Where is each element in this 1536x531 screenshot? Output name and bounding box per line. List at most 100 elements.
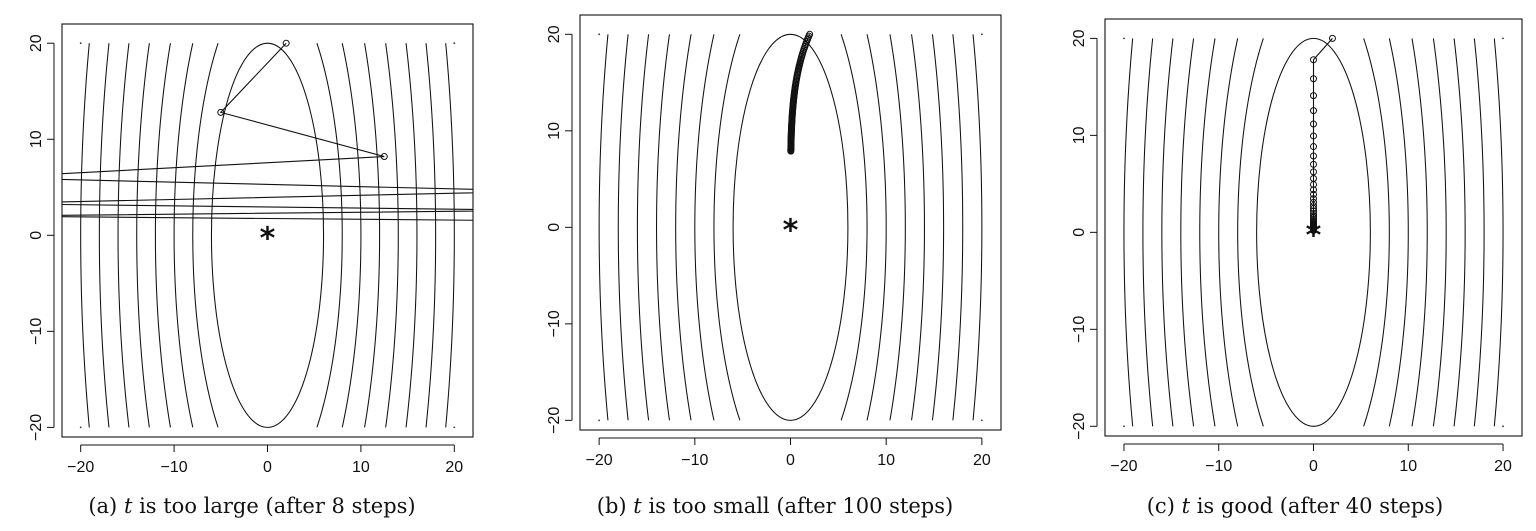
caption-c-text: is good (after 40 steps) — [1196, 494, 1444, 518]
y-tick-label: 10 — [546, 122, 563, 140]
x-tick-label: 20 — [1494, 458, 1512, 475]
contour-level-1-left — [1237, 38, 1264, 427]
x-tick-label: 0 — [263, 459, 272, 476]
caption-c-label: (c) — [1146, 494, 1175, 518]
contour-level-2-left — [1218, 38, 1239, 427]
y-tick-label: 10 — [28, 130, 45, 148]
iterate-point — [380, 153, 388, 161]
grid-corner — [980, 419, 983, 422]
iterate-point — [1310, 186, 1317, 194]
x-tick-label: 20 — [445, 459, 463, 476]
contour-level-7-right — [972, 34, 983, 421]
x-tick-label: −20 — [67, 459, 94, 476]
contour-lines — [1123, 37, 1504, 427]
plot-frame — [1104, 18, 1523, 437]
iterate-point — [1310, 190, 1317, 198]
iterate-point — [1310, 107, 1317, 115]
contour-level-4-right — [911, 34, 925, 421]
caption-b: (b) t is too small (after 100 steps) — [525, 494, 1025, 518]
contour-level-5-left — [117, 43, 130, 428]
y-tick-label: 0 — [1071, 228, 1088, 237]
caption-b-label: (b) — [596, 494, 627, 518]
x-tick-label: 10 — [877, 452, 895, 469]
contour-level-0 — [210, 42, 325, 428]
contour-level-1-right — [840, 34, 868, 421]
contour-level-7-left — [1123, 38, 1134, 427]
contour-level-5-right — [931, 34, 945, 421]
x-tick-label: −20 — [586, 452, 613, 469]
grid-corner — [980, 33, 983, 36]
grid-corner — [79, 42, 82, 45]
x-axis: −20 −10 0 10 20 — [586, 437, 991, 469]
x-axis: −20 −10 0 10 20 — [1110, 443, 1512, 475]
contour-level-6-left — [98, 43, 110, 428]
contour-level-4-left — [1180, 38, 1195, 427]
x-tick-label: 10 — [352, 459, 370, 476]
grid-corner — [598, 419, 601, 422]
contour-lines — [598, 33, 983, 421]
iterate-points — [1310, 34, 1336, 235]
panel-b: * −20 −10 0 10 20 −20 −10 0 10 20 — [530, 9, 1007, 482]
contour-level-4-right — [1432, 38, 1447, 427]
contour-level-1-right — [316, 43, 343, 428]
contour-level-1-right — [1363, 38, 1390, 427]
minimum-marker: * — [783, 213, 799, 248]
iterate-point — [282, 39, 290, 47]
iterate-point — [1328, 34, 1336, 42]
contour-level-3-left — [154, 43, 171, 428]
contour-level-2-left — [694, 34, 715, 421]
x-axis: −20 −10 0 10 20 — [67, 444, 463, 476]
contour-level-7-right — [445, 43, 455, 428]
y-tick-label: −10 — [28, 318, 45, 345]
caption-c-var: t — [1181, 494, 1191, 518]
y-tick-label: 0 — [546, 223, 563, 232]
contour-level-2-right — [1388, 38, 1409, 427]
plot-area — [62, 39, 473, 428]
contour-level-2-right — [341, 43, 362, 428]
grid-corner — [598, 33, 601, 36]
contour-lines — [80, 42, 455, 428]
iterate-points — [787, 30, 814, 155]
x-tick-label: −20 — [1110, 458, 1137, 475]
plot-area — [1123, 34, 1504, 427]
iterate-point — [217, 108, 225, 116]
iterate-points — [217, 39, 388, 161]
iterate-point — [1310, 75, 1317, 83]
caption-c: (c) t is good (after 40 steps) — [1045, 494, 1536, 518]
grid-corner — [1502, 425, 1504, 428]
caption-a-var: t — [123, 494, 133, 518]
caption-a-text: is too large (after 8 steps) — [139, 494, 416, 518]
contour-level-7-right — [1493, 38, 1504, 427]
iterate-point — [787, 147, 795, 155]
contour-level-0 — [1256, 37, 1371, 427]
contour-level-4-left — [656, 34, 670, 421]
y-tick-label: 20 — [1071, 29, 1088, 47]
contour-level-5-left — [1161, 38, 1174, 427]
minimum-marker: * — [260, 221, 276, 256]
grid-corner — [1123, 37, 1125, 40]
iterate-path — [62, 42, 473, 221]
contour-plot-0: * −20 −10 0 10 20 −20 −10 0 10 20 — [28, 23, 474, 476]
contour-level-3-right — [889, 34, 906, 421]
contour-level-6-right — [952, 34, 964, 421]
y-tick-label: 0 — [28, 231, 45, 240]
y-tick-label: −10 — [546, 310, 563, 337]
contour-level-3-right — [364, 43, 381, 428]
contour-plot-2: * −20 −10 0 10 20 −20 −10 0 10 20 — [1071, 18, 1523, 475]
y-tick-label: −20 — [546, 407, 563, 434]
contour-level-5-right — [1453, 38, 1466, 427]
x-tick-label: −10 — [161, 459, 188, 476]
iterate-point — [1310, 143, 1317, 151]
contour-level-6-right — [1473, 38, 1485, 427]
contour-level-6-left — [617, 34, 629, 421]
contour-level-6-left — [1142, 38, 1154, 427]
iterate-point — [1310, 180, 1317, 188]
grid-corner — [453, 426, 456, 429]
contour-level-4-right — [385, 43, 399, 428]
caption-a-label: (a) — [88, 494, 118, 518]
panel-a: * −20 −10 0 10 20 −20 −10 0 10 20 — [12, 18, 479, 489]
contour-level-3-left — [675, 34, 692, 421]
contour-plot-1: * −20 −10 0 10 20 −20 −10 0 10 20 — [546, 14, 1002, 469]
y-tick-label: −10 — [1071, 316, 1088, 343]
y-axis: −20 −10 0 10 20 — [546, 25, 573, 434]
